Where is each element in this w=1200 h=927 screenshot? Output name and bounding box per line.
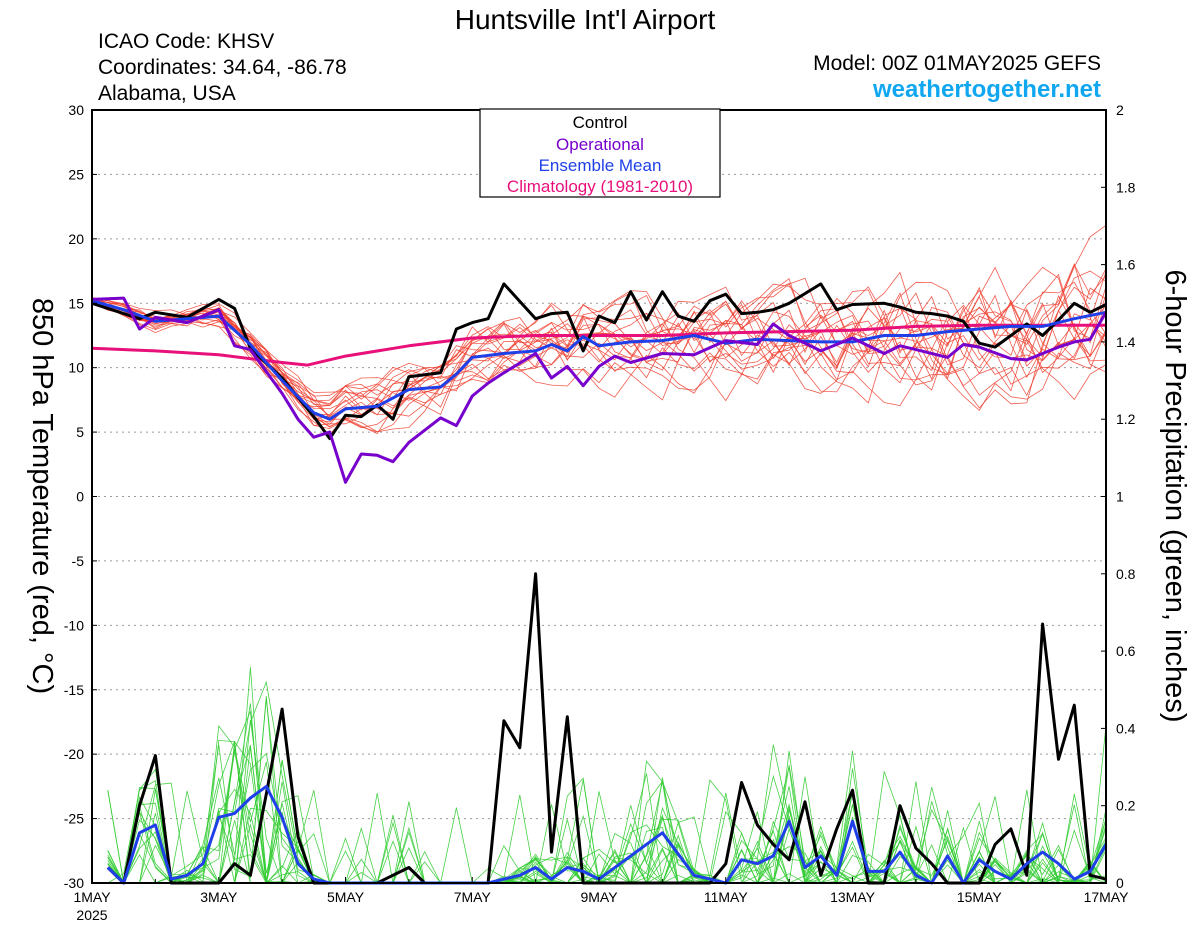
left-tick-label: 20 — [68, 231, 84, 247]
x-tick-label: 13MAY — [830, 889, 876, 905]
temp-line-climatology — [91, 323, 1106, 367]
temp-member-line — [91, 268, 1107, 433]
right-tick-label: 1.2 — [1116, 411, 1136, 427]
right-tick-label: 0.6 — [1116, 643, 1136, 659]
precip-line-ensemble-mean — [106, 784, 1108, 885]
precip-line-control — [106, 572, 1107, 885]
right-tick-label: 1.6 — [1116, 257, 1136, 273]
left-tick-label: -25 — [64, 811, 84, 827]
right-tick-label: 0.4 — [1116, 720, 1136, 736]
x-tick-label: 5MAY — [327, 889, 365, 905]
temp-members — [91, 224, 1107, 435]
left-tick-label: -30 — [64, 875, 84, 891]
coordinates: Coordinates: 34.64, -86.78 — [98, 56, 347, 79]
x-tick-label: 7MAY — [454, 889, 492, 905]
left-tick-label: 10 — [68, 360, 84, 376]
right-tick-label: 1 — [1116, 489, 1124, 505]
chart-title: Huntsville Int'l Airport — [455, 4, 716, 35]
grid-lines — [92, 173, 1106, 820]
right-tick-label: 1.8 — [1116, 179, 1136, 195]
right-tick-label: 0 — [1116, 875, 1124, 891]
right-axis-title: 6-hour Precipitation (green, inches) — [1159, 270, 1191, 723]
x-tick-year: 2025 — [76, 907, 107, 923]
right-tick-label: 0.2 — [1116, 798, 1136, 814]
temp-line-operational — [91, 296, 1108, 484]
precip-member-line — [107, 696, 1107, 885]
left-tick-label: -10 — [64, 617, 84, 633]
legend-operational: Operational — [556, 135, 644, 154]
left-axis-title: 850 hPa Temperature (red, °C) — [26, 298, 58, 694]
legend-climatology: Climatology (1981-2010) — [507, 177, 693, 196]
site-link[interactable]: weathertogether.net — [872, 76, 1101, 103]
legend-box — [479, 108, 721, 198]
legend-control: Control — [573, 113, 628, 132]
precip-members — [107, 667, 1107, 885]
temp-member-line — [91, 282, 1107, 423]
left-tick-label: 0 — [76, 489, 84, 505]
left-tick-label: 25 — [68, 166, 84, 182]
x-tick-label: 15MAY — [957, 889, 1003, 905]
temp-lines — [91, 282, 1108, 484]
left-tick-label: -5 — [72, 553, 85, 569]
icao-code: ICAO Code: KHSV — [98, 30, 274, 53]
right-tick-label: 0.8 — [1116, 566, 1136, 582]
precip-lines — [106, 572, 1108, 885]
left-tick-label: -20 — [64, 746, 84, 762]
left-tick-label: 30 — [68, 102, 84, 118]
left-tick-label: 15 — [68, 295, 84, 311]
x-tick-label: 3MAY — [200, 889, 238, 905]
legend-ensemble-mean: Ensemble Mean — [539, 156, 662, 175]
temp-line-control — [91, 282, 1107, 440]
left-tick-label: -15 — [64, 682, 84, 698]
temp-member-line — [91, 278, 1107, 405]
model-run: Model: 00Z 01MAY2025 GEFS — [813, 52, 1101, 75]
x-tick-label: 9MAY — [580, 889, 618, 905]
region: Alabama, USA — [98, 82, 236, 105]
legend: Control Operational Ensemble Mean Climat… — [479, 108, 721, 198]
left-tick-label: 5 — [76, 424, 84, 440]
x-tick-label: 1MAY — [73, 889, 111, 905]
right-tick-label: 2 — [1116, 102, 1124, 118]
x-tick-label: 17MAY — [1084, 889, 1130, 905]
temp-line-ensemble-mean — [91, 299, 1107, 421]
x-tick-label: 11MAY — [704, 889, 748, 905]
temp-member-line — [91, 266, 1107, 415]
axis-ticks: 302520151050-5-10-15-20-25-3021.81.61.41… — [64, 102, 1136, 923]
right-tick-label: 1.4 — [1116, 334, 1136, 350]
